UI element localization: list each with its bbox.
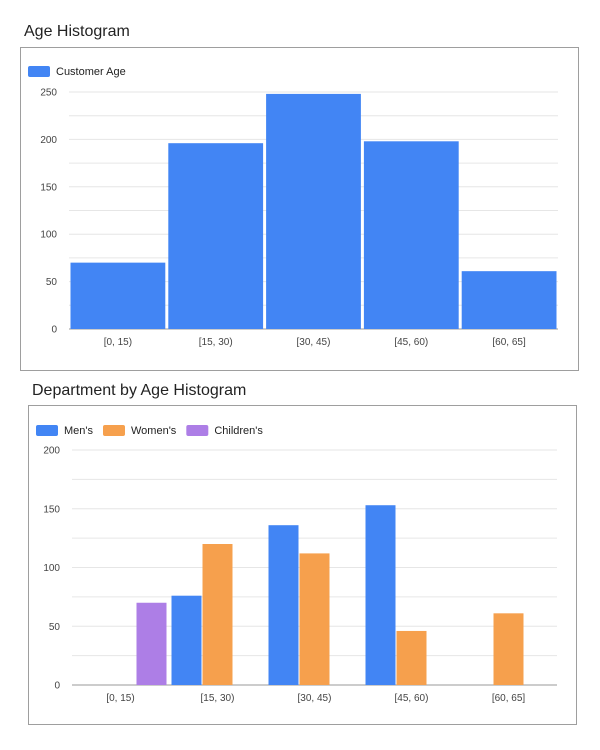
x-tick-label: [15, 30) [199,337,233,348]
x-tick-label: [45, 60) [394,337,428,348]
legend-swatch [28,66,50,77]
x-tick-label: [30, 45) [297,337,331,348]
legend-label: Men's [64,425,93,437]
bar [202,544,233,685]
bar [493,613,524,685]
y-tick-label: 0 [54,681,60,692]
y-tick-label: 250 [40,88,57,99]
chart1-title: Age Histogram [24,23,130,40]
chart1-container: 0 50 100 150 200 250 Customer Age [0, 15) [15, 3… [20,47,579,371]
chart2-title: Department by Age Histogram [32,382,247,399]
bar [396,630,427,685]
bar [365,505,396,685]
x-tick-label: [30, 45) [298,693,332,704]
legend-swatch [103,425,125,436]
bar [461,271,557,329]
bar [70,262,166,329]
y-tick-label: 50 [46,277,58,288]
bar [266,93,361,329]
chart2-svg: 0 50 100 150 200 Men's Women's Children's [0, 15… [36,425,557,704]
chart1-svg: 0 50 100 150 200 250 Customer Age [0, 15) [15, 3… [28,66,558,348]
legend-swatch [36,425,58,436]
bar [168,143,264,329]
legend-label: Women's [131,425,177,437]
bar [268,525,299,685]
x-tick-label: [15, 30) [201,693,235,704]
x-tick-label: [60, 65] [492,337,526,348]
y-tick-label: 50 [49,622,61,633]
legend-label: Children's [214,425,263,437]
legend-label: Customer Age [56,66,126,78]
y-tick-label: 200 [43,446,60,457]
y-tick-label: 0 [51,325,57,336]
x-tick-label: [45, 60) [395,693,429,704]
bar [136,602,167,685]
y-tick-label: 100 [43,563,60,574]
x-tick-label: [0, 15) [104,337,132,348]
y-tick-label: 100 [40,230,57,241]
legend-swatch [186,425,209,436]
y-tick-label: 150 [40,182,57,193]
bar [363,141,459,329]
chart2-container: 0 50 100 150 200 Men's Women's Children's [0, 15… [28,405,577,725]
x-tick-label: [60, 65] [492,693,526,704]
y-tick-label: 150 [43,504,60,515]
y-tick-label: 200 [40,135,57,146]
bar [299,553,330,685]
x-tick-label: [0, 15) [106,693,134,704]
bar [171,595,202,685]
